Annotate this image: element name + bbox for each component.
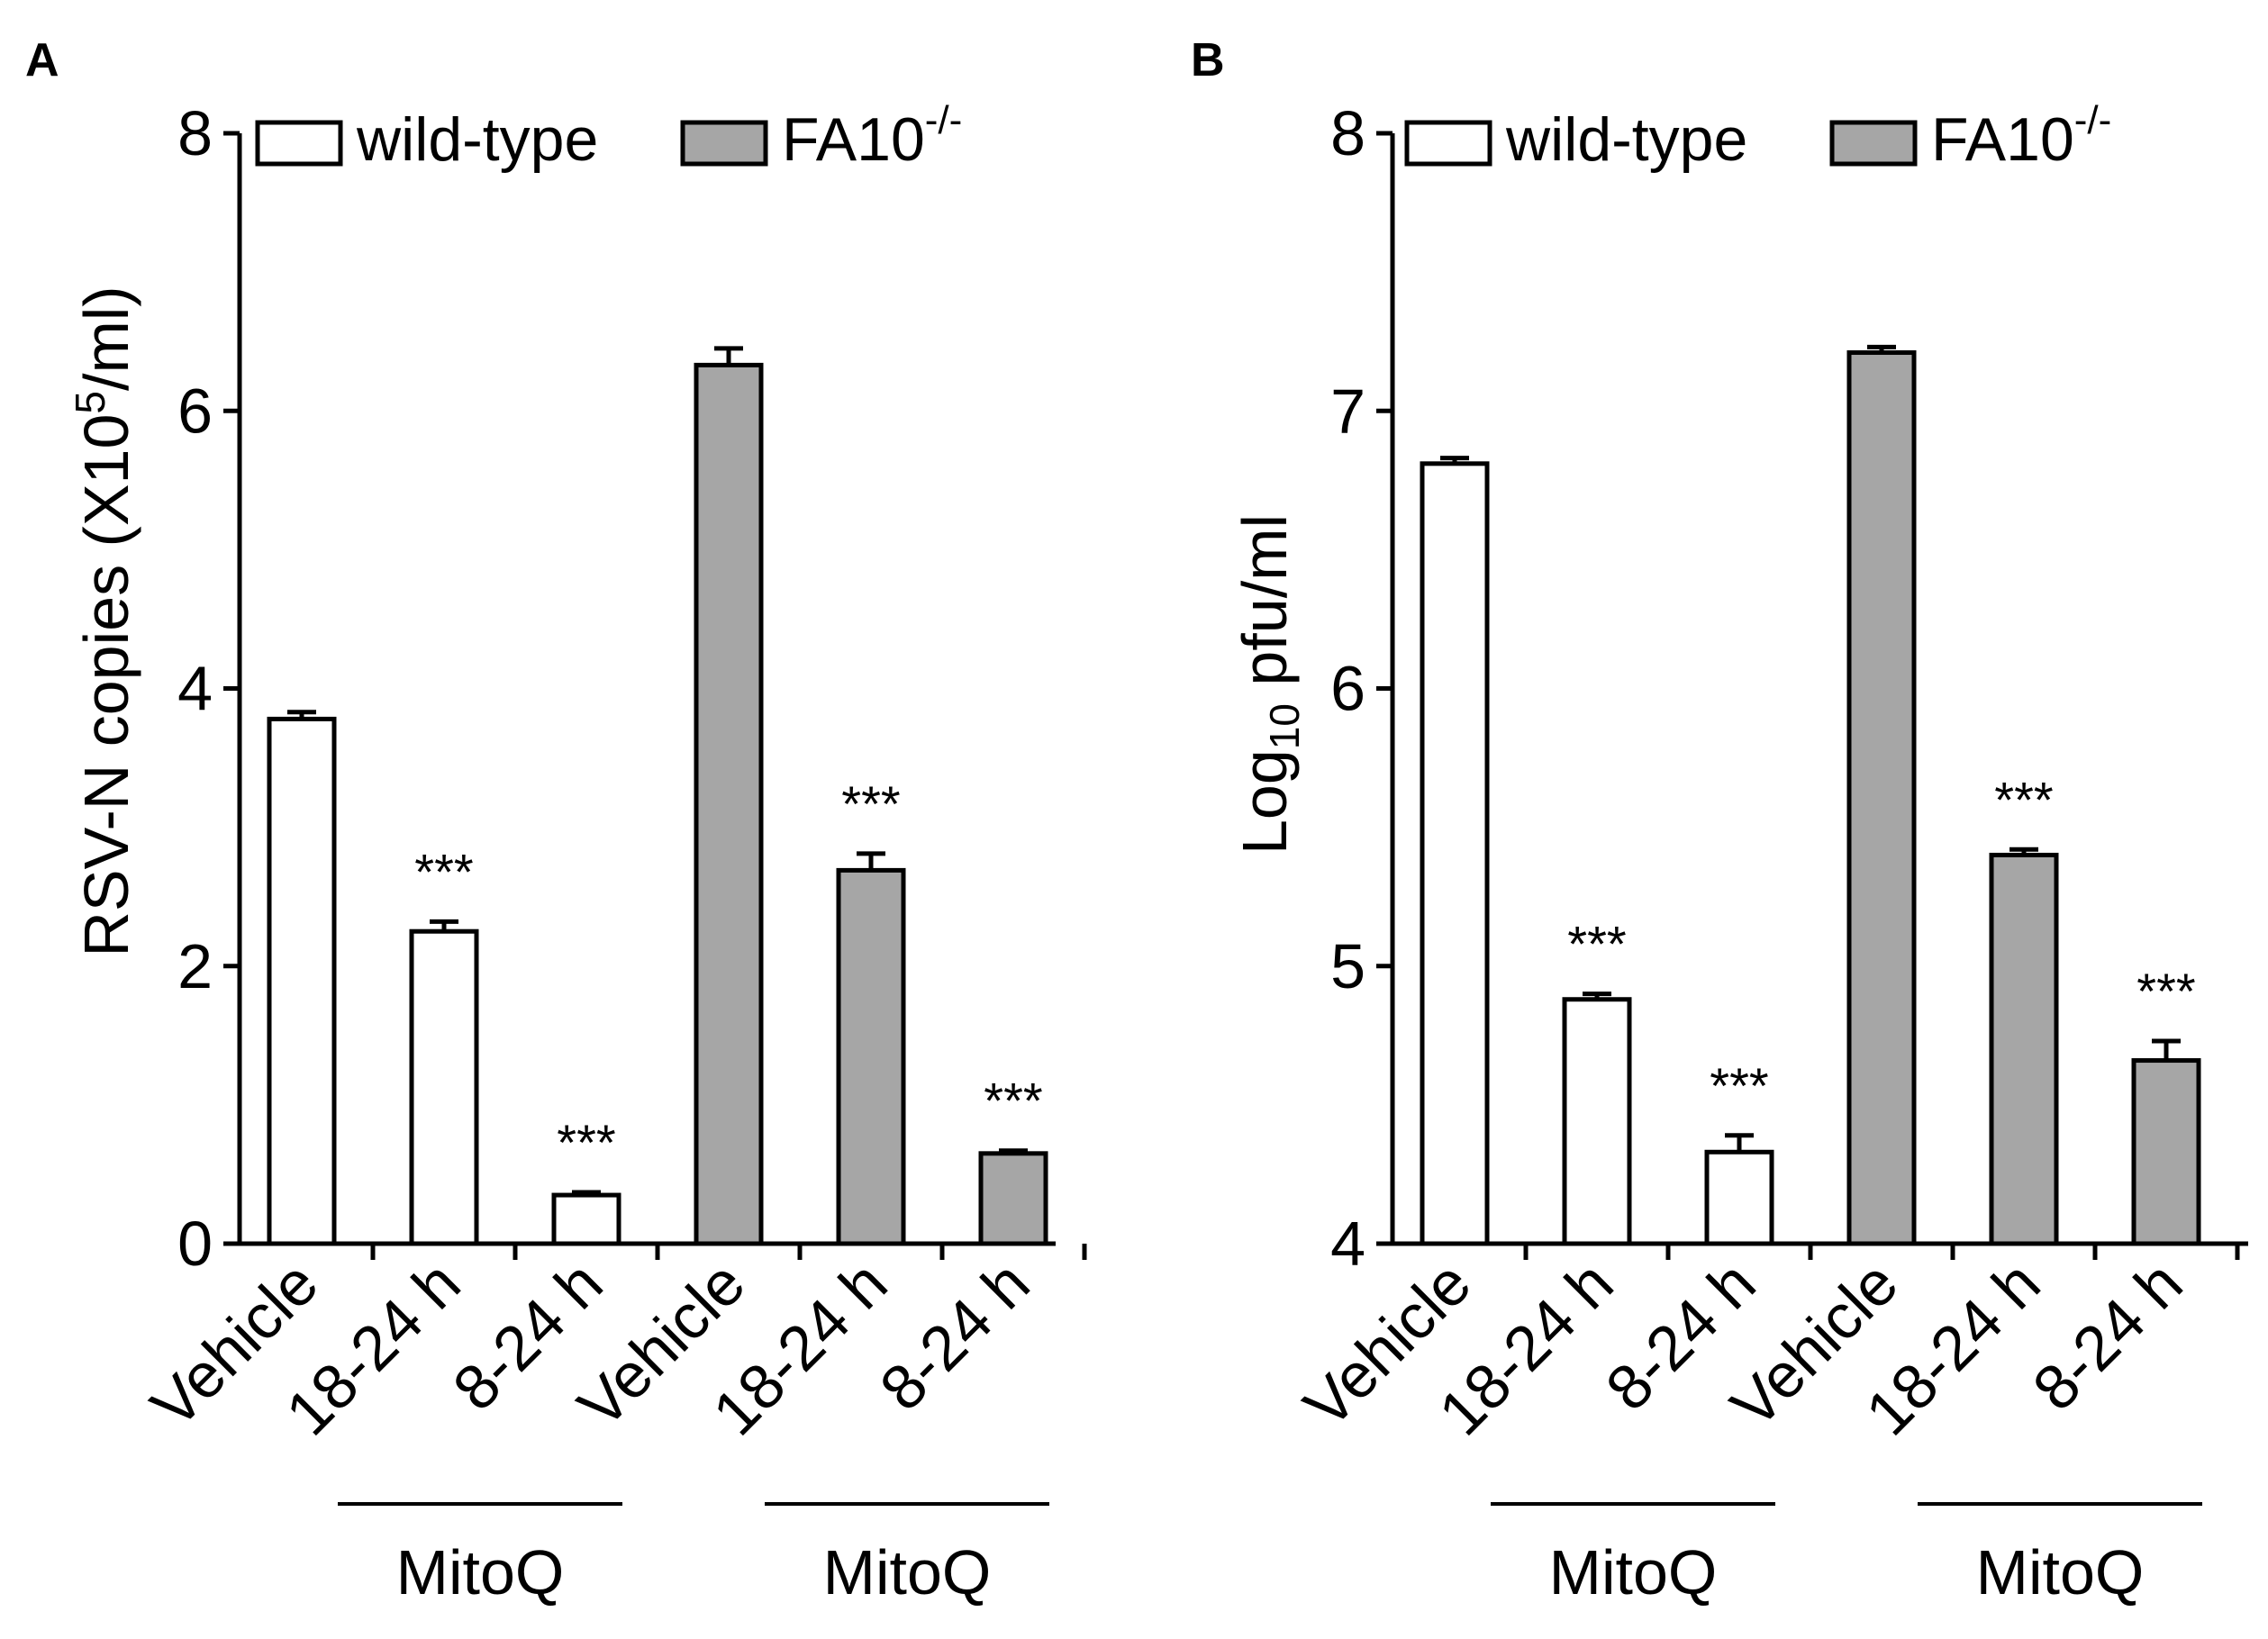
panel-a-y-axis-label-main: RSV-N copies (X10 <box>71 414 141 957</box>
panel-b-y-tick-label: 4 <box>1330 1209 1365 1279</box>
panel-a-significance-mark: *** <box>557 1114 615 1171</box>
panel-a-y-tick-label: 4 <box>177 654 213 724</box>
panel-a-y-tick-label: 2 <box>177 931 213 1001</box>
panel-b-bar <box>1420 461 1490 1246</box>
panel-a-legend-label-fa10-main: FA10 <box>782 105 925 174</box>
panel-b-y-axis-label-main: Log <box>1229 749 1300 855</box>
panel-b-significance-mark: *** <box>2136 963 2195 1019</box>
panel-b-y-axis-label-tail: pfu/ml <box>1229 514 1300 703</box>
panel-a-bar <box>551 1192 621 1246</box>
panel-b-y-axis-label-sub: 10 <box>1261 703 1308 749</box>
panel-a-bar <box>836 867 906 1246</box>
panel-a-y-tick-label: 0 <box>177 1209 213 1279</box>
panel-b-bar <box>1704 1149 1774 1246</box>
panel-a-legend-label-wild-type: wild-type <box>356 105 598 174</box>
panel-a-y-axis-label-tail: /ml) <box>71 285 141 391</box>
panel-a-legend-swatch-fa10 <box>680 120 768 167</box>
panel-b-significance-mark: *** <box>1710 1057 1768 1114</box>
panel-b-legend-label-fa10-sup: -/- <box>2074 98 2112 142</box>
panel-a-significance-mark: *** <box>414 843 473 900</box>
panel-b-significance-mark: *** <box>1567 916 1626 973</box>
panel-a-bar <box>267 716 337 1246</box>
panel-b: B Log10 pfu/ml wild-type FA10-/- 45678Ve… <box>1191 34 2248 1607</box>
panel-a-group-label: MitoQ <box>396 1537 565 1607</box>
panel-a-significance-mark: *** <box>841 775 900 832</box>
panel-a-legend-label-fa10-sup: -/- <box>925 98 963 142</box>
panel-a-y-tick-label: 8 <box>177 98 213 168</box>
panel-a-bar <box>978 1151 1048 1246</box>
panel-b-y-tick-label: 6 <box>1330 654 1365 724</box>
panel-b-legend-swatch-fa10 <box>1829 120 1918 167</box>
panel-a-category-label: 8-24 h <box>866 1247 1043 1424</box>
panel-b-legend-swatch-wild-type <box>1404 120 1492 167</box>
panel-b-bar <box>1989 852 2059 1246</box>
panel-b-bar <box>1562 997 1632 1246</box>
panel-b-y-tick-label: 5 <box>1330 931 1365 1001</box>
panel-b-y-tick-label: 7 <box>1330 376 1365 446</box>
panel-b-group-label: MitoQ <box>1549 1537 1718 1607</box>
panel-b-bar <box>1846 350 1917 1246</box>
panel-a-legend: wild-type FA10-/- <box>255 98 962 174</box>
panel-b-significance-mark: *** <box>1994 771 2053 828</box>
panel-a-group-label: MitoQ <box>823 1537 992 1607</box>
panel-a-significance-mark: *** <box>984 1073 1042 1129</box>
panel-b-legend-label-fa10: FA10-/- <box>1931 98 2111 174</box>
panel-b-category-label: 8-24 h <box>2019 1247 2196 1424</box>
panel-b-bar <box>2131 1058 2201 1246</box>
panel-b-group-label: MitoQ <box>1976 1537 2145 1607</box>
panel-b-y-tick-label: 8 <box>1330 98 1365 168</box>
panel-a-legend-label-fa10: FA10-/- <box>782 98 962 174</box>
panel-b-y-axis-label: Log10 pfu/ml <box>1229 514 1308 855</box>
panel-b-legend: wild-type FA10-/- <box>1404 98 2111 174</box>
panel-a-bar <box>694 362 764 1246</box>
panel-b-letter: B <box>1191 34 1225 86</box>
panel-a-y-tick-label: 6 <box>177 376 213 446</box>
panel-a-letter: A <box>25 34 59 86</box>
panel-a: A RSV-N copies (X105/ml) wild-type FA10-… <box>25 34 1087 1607</box>
panel-a-legend-swatch-wild-type <box>255 120 343 167</box>
panel-a-bar <box>409 928 479 1246</box>
panel-b-legend-label-wild-type: wild-type <box>1505 105 1747 174</box>
panel-a-y-axis-label: RSV-N copies (X105/ml) <box>67 285 141 956</box>
panel-b-legend-label-fa10-main: FA10 <box>1931 105 2074 174</box>
panel-a-y-axis-label-sup: 5 <box>67 391 113 414</box>
